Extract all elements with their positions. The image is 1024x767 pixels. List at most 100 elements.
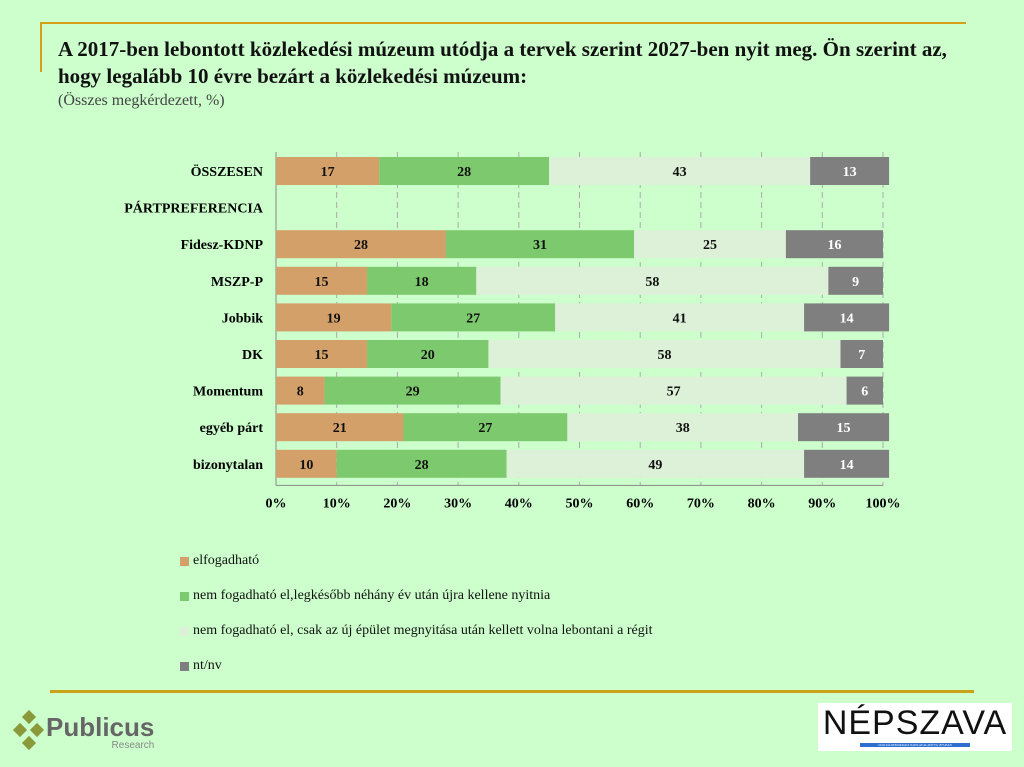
data-label: 28: [354, 238, 368, 253]
legend-swatch: [180, 661, 189, 671]
top-rule: [40, 22, 966, 24]
data-label: 15: [315, 275, 329, 290]
bar-segment: [798, 413, 890, 442]
bar-segment: [403, 413, 568, 442]
category-label: Jobbik: [222, 311, 263, 326]
bar-segment: [840, 340, 883, 368]
x-tick-label: 20%: [383, 496, 411, 511]
nepszava-logo: NÉPSZAVA SZOCIÁLDEMOKRATA NAPILAP ALAPÍT…: [818, 703, 1012, 751]
legend-item: elfogadható: [180, 553, 259, 569]
data-label: 15: [837, 421, 851, 436]
bar-segment: [846, 376, 883, 405]
data-label: 10: [299, 458, 313, 473]
category-label: egyéb párt: [200, 421, 264, 436]
data-label: 28: [415, 458, 429, 473]
bar-segment: [828, 266, 883, 295]
category-label: PÁRTPREFERENCIA: [124, 200, 264, 217]
bar-segment: [276, 449, 337, 478]
data-label: 25: [703, 238, 717, 253]
bar-segment: [810, 157, 890, 185]
data-label: 43: [673, 165, 687, 180]
data-label: 29: [406, 385, 420, 400]
chart-subtitle: (Összes megkérdezett, %): [58, 92, 225, 109]
bar-segment: [555, 303, 805, 332]
bar-segment: [476, 266, 829, 295]
data-label: 17: [321, 165, 335, 180]
data-label: 28: [457, 165, 471, 180]
data-label: 38: [676, 421, 690, 436]
nepszava-tagline: SZOCIÁLDEMOKRATA NAPILAP ALAPÍTVA 1873-B…: [860, 743, 970, 747]
data-label: 31: [533, 238, 547, 253]
bottom-rule: [50, 690, 974, 693]
category-label: MSZP-P: [211, 275, 264, 290]
bar-segment: [276, 340, 368, 368]
bar-segment: [445, 230, 635, 259]
legend-label: elfogadható: [193, 553, 260, 568]
bar-segment: [276, 230, 446, 259]
bar-segment: [324, 376, 501, 405]
nepszava-name: NÉPSZAVA: [822, 704, 1008, 742]
category-label: bizonytalan: [193, 458, 263, 473]
data-label: 58: [645, 275, 659, 290]
x-tick-label: 90%: [808, 496, 836, 511]
bar-segment: [367, 266, 477, 295]
category-label: Fidesz-KDNP: [181, 238, 264, 253]
legend-label: nem fogadható el, csak az új épület megn…: [193, 623, 653, 638]
bar-segment: [500, 376, 847, 405]
data-label: 18: [415, 275, 429, 290]
data-label: 9: [852, 275, 859, 290]
publicus-logo: Publicus Research: [12, 710, 154, 754]
data-label: 58: [657, 348, 671, 363]
category-label: DK: [242, 348, 263, 363]
data-label: 27: [478, 421, 492, 436]
legend-label: nt/nv: [193, 658, 222, 673]
publicus-name: Publicus: [46, 711, 155, 742]
x-tick-label: 70%: [687, 496, 715, 511]
data-label: 7: [858, 348, 865, 363]
bar-segment: [276, 413, 404, 442]
publicus-diamond-icon: [12, 710, 45, 751]
bar-segment: [506, 449, 805, 478]
data-label: 6: [861, 385, 868, 400]
bar-segment: [549, 157, 811, 185]
data-label: 14: [840, 458, 854, 473]
bar-segment: [336, 449, 507, 478]
bar-segment: [567, 413, 799, 442]
x-tick-label: 10%: [323, 496, 351, 511]
data-label: 49: [648, 458, 662, 473]
bar-segment: [276, 157, 380, 185]
bar-segment: [488, 340, 841, 368]
legend-swatch: [180, 556, 189, 566]
data-label: 8: [297, 385, 304, 400]
data-label: 57: [667, 385, 681, 400]
bar-segment: [379, 157, 550, 185]
data-label: 27: [466, 311, 480, 326]
legend-item: nem fogadható el,legkésőbb néhány év utá…: [180, 588, 550, 604]
x-tick-label: 50%: [566, 496, 594, 511]
data-label: 15: [315, 348, 329, 363]
legend-label: nem fogadható el,legkésőbb néhány év utá…: [193, 588, 551, 603]
bar-segment: [391, 303, 556, 332]
x-tick-label: 60%: [626, 496, 654, 511]
data-label: 21: [333, 421, 347, 436]
chart-title: A 2017-ben lebontott közlekedési múzeum …: [58, 37, 947, 88]
bar-segment: [367, 340, 489, 368]
x-tick-label: 40%: [505, 496, 533, 511]
bar-segment: [804, 303, 890, 332]
data-label: 13: [843, 165, 857, 180]
bar-segment: [785, 230, 883, 259]
bar-segment: [804, 449, 890, 478]
bar-segment: [276, 266, 368, 295]
bar-segment: [634, 230, 786, 259]
legend-item: nt/nv: [180, 658, 222, 674]
x-tick-label: 30%: [444, 496, 472, 511]
legend-item: nem fogadható el, csak az új épület megn…: [180, 623, 653, 639]
legend-swatch: [180, 626, 189, 636]
data-label: 16: [827, 238, 841, 253]
category-label: ÖSSZESEN: [191, 163, 263, 180]
x-tick-label: 0%: [266, 496, 287, 511]
stacked-bar-chart: 0% 10% 20% 30% 40% 50% 60% 70% 80% 90% 100% ÖSSZESE…: [124, 152, 901, 511]
x-tick-label: 100%: [866, 496, 901, 511]
side-rule: [40, 22, 42, 72]
data-label: 20: [421, 348, 435, 363]
